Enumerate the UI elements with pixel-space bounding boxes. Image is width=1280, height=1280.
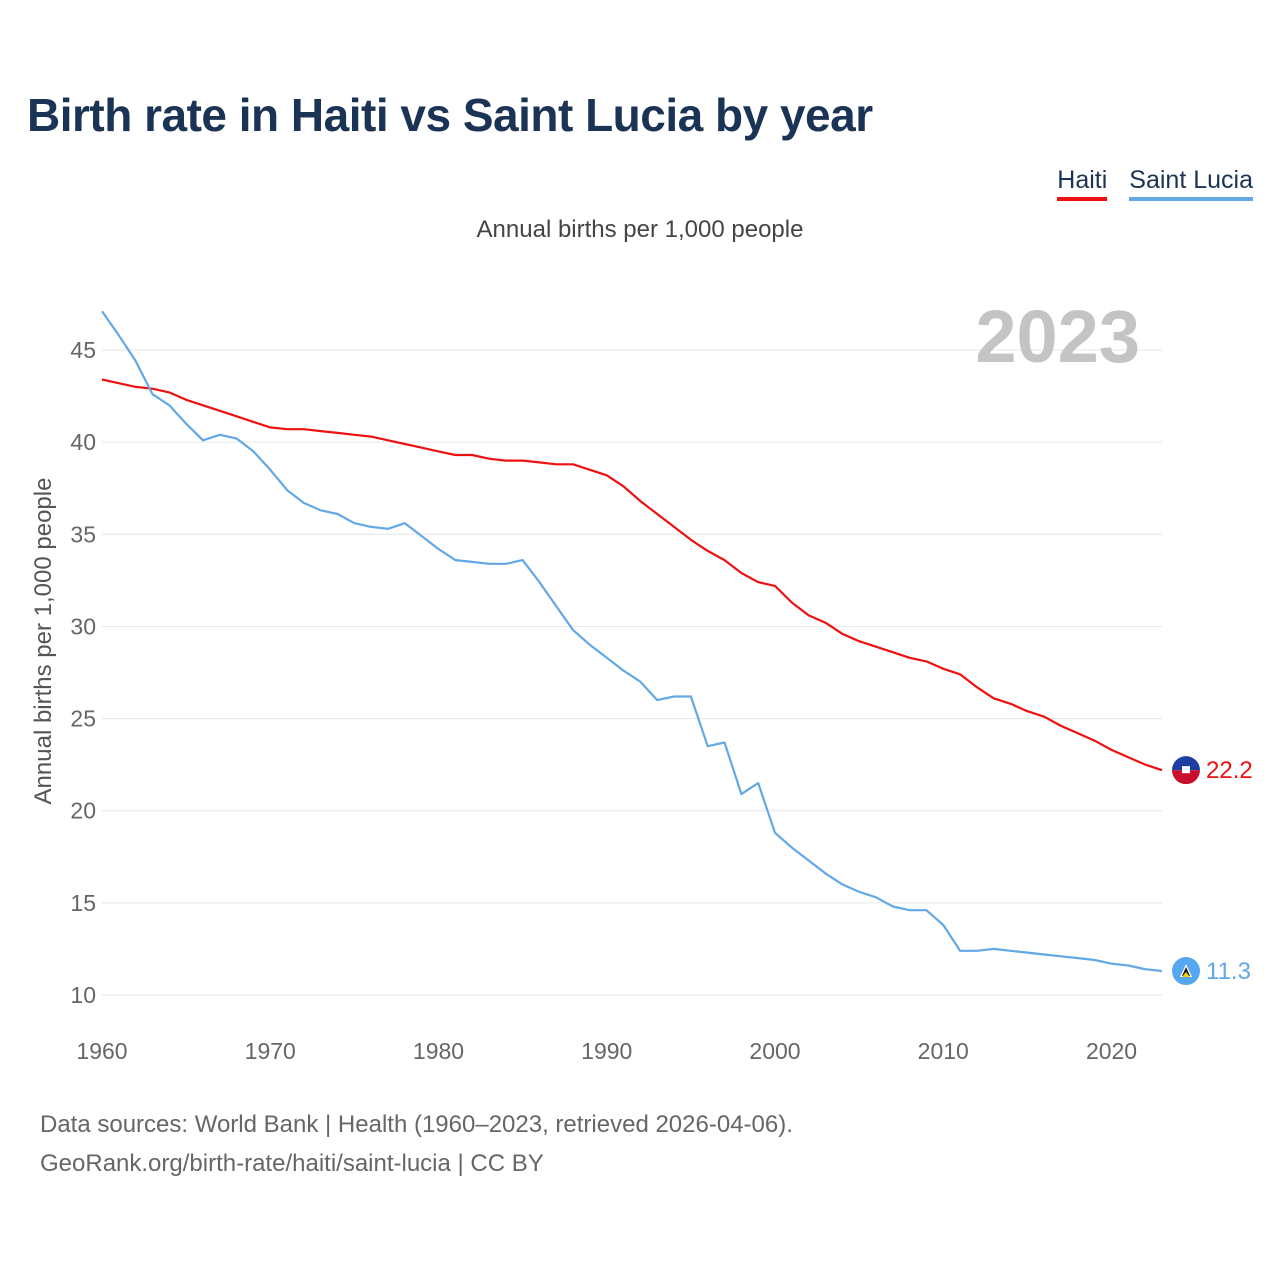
x-tick-label: 1960 bbox=[76, 1038, 127, 1064]
x-axis-ticks: 1960 1970 1980 1990 2000 2010 2020 bbox=[76, 1038, 1137, 1064]
y-tick-label: 15 bbox=[70, 890, 96, 916]
haiti-flag-emblem-icon bbox=[1182, 766, 1190, 774]
y-axis-ticks: 10 15 20 25 30 35 40 45 bbox=[70, 337, 96, 1008]
saint-lucia-flag-inner-icon bbox=[1182, 967, 1190, 977]
x-tick-label: 2000 bbox=[749, 1038, 800, 1064]
x-tick-label: 2010 bbox=[918, 1038, 969, 1064]
legend-item-saint-lucia[interactable]: Saint Lucia bbox=[1129, 165, 1253, 201]
x-tick-label: 1990 bbox=[581, 1038, 632, 1064]
y-tick-label: 45 bbox=[70, 337, 96, 363]
legend-item-haiti[interactable]: Haiti bbox=[1057, 165, 1108, 201]
saint-lucia-flag-gold-icon bbox=[1182, 972, 1190, 978]
x-tick-label: 1970 bbox=[245, 1038, 296, 1064]
haiti-flag-icon-lower bbox=[1172, 770, 1200, 785]
end-marker-saint-lucia: 11.3 bbox=[1172, 957, 1251, 986]
x-tick-label: 2020 bbox=[1086, 1038, 1137, 1064]
footer: Data sources: World Bank | Health (1960–… bbox=[40, 1105, 793, 1183]
gridlines bbox=[102, 349, 1162, 996]
chart-subtitle: Annual births per 1,000 people bbox=[476, 216, 804, 243]
y-tick-label: 30 bbox=[70, 613, 96, 639]
y-tick-label: 20 bbox=[70, 798, 96, 824]
series-lines bbox=[101, 310, 1163, 973]
haiti-flag-icon bbox=[1172, 756, 1200, 771]
series-end-markers: 22.2 11.3 bbox=[1172, 756, 1253, 986]
y-tick-label: 10 bbox=[70, 982, 96, 1008]
x-tick-label: 1980 bbox=[413, 1038, 464, 1064]
y-tick-label: 25 bbox=[70, 706, 96, 732]
legend: Haiti Saint Lucia bbox=[1057, 165, 1253, 201]
source-url[interactable]: GeoRank.org/birth-rate/haiti/saint-lucia… bbox=[40, 1150, 544, 1177]
chart-title: Birth rate in Haiti vs Saint Lucia by ye… bbox=[27, 89, 873, 141]
end-value-label-haiti: 22.2 bbox=[1206, 757, 1253, 784]
series-line-haiti bbox=[101, 378, 1163, 772]
end-value-label-saint-lucia: 11.3 bbox=[1206, 958, 1251, 985]
end-marker-haiti: 22.2 bbox=[1172, 756, 1253, 785]
year-watermark: 2023 bbox=[975, 295, 1140, 378]
y-axis-label: Annual births per 1,000 people bbox=[30, 478, 57, 805]
y-tick-label: 35 bbox=[70, 521, 96, 547]
line-chart: 2023 10 15 20 25 30 35 40 45 1960 1970 1980 1990 20… bbox=[30, 295, 1253, 1064]
y-tick-label: 40 bbox=[70, 429, 96, 455]
series-line-saint-lucia bbox=[101, 310, 1163, 973]
data-source-note: Data sources: World Bank | Health (1960–… bbox=[40, 1111, 793, 1138]
